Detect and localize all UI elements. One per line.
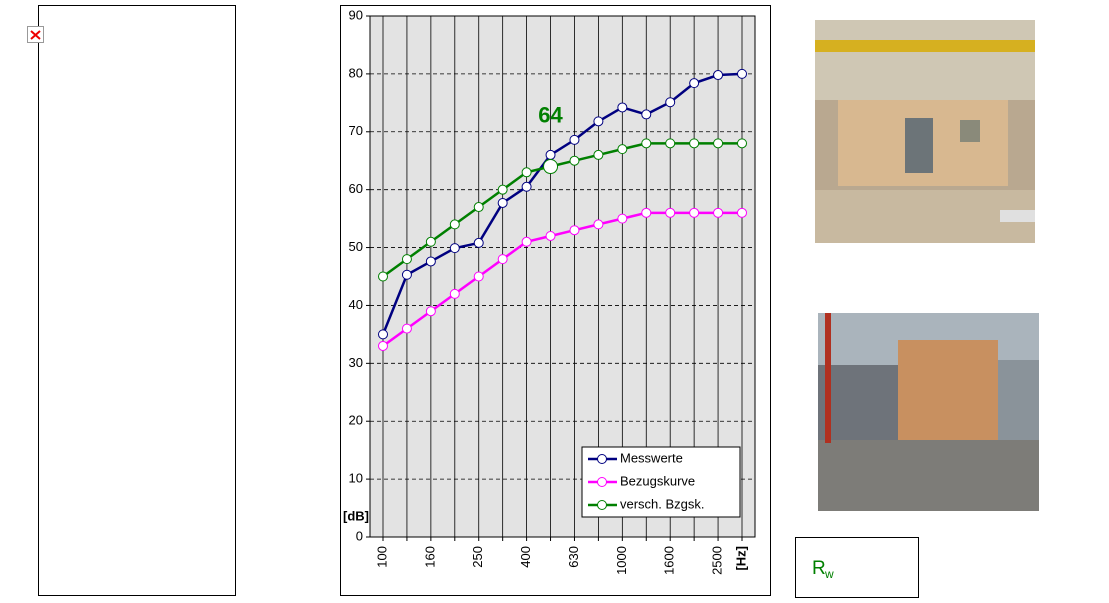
x-tick-label: 160 [422,546,437,568]
image-frame [38,5,236,596]
series-line [382,142,742,278]
point-marker [569,155,580,166]
point-marker [449,219,460,230]
x-tick-label: 1000 [614,546,629,575]
y-tick-label: 20 [349,413,363,428]
point-marker [497,197,508,208]
y-tick-label: 50 [349,239,363,254]
point-marker [593,219,604,230]
point-marker [497,184,508,195]
point-marker [617,102,628,113]
legend-marker [597,454,607,464]
y-tick-label: 30 [349,355,363,370]
x-tick-label: 250 [470,546,485,568]
point-marker [593,116,604,127]
point-marker [689,138,700,149]
point-marker [425,306,436,317]
point-marker [473,237,484,248]
legend-marker [597,477,607,487]
x-tick-label: 100 [374,546,389,568]
point-marker [665,138,676,149]
point-marker [641,138,652,149]
y-tick-label: 40 [349,297,363,312]
photo-bottom [818,313,1039,511]
point-marker [473,271,484,282]
x-tick-label: 400 [518,546,533,568]
point-marker [689,78,700,89]
x-axis-label: [Hz] [733,546,748,571]
y-tick-label: 0 [356,528,363,543]
rw-subscript: w [824,567,834,581]
y-tick-label: 80 [349,65,363,80]
point-marker [737,207,747,218]
rw-box [795,537,919,598]
point-marker [521,236,532,247]
rw-symbol: R [812,558,826,579]
point-marker [497,254,508,265]
series-line [382,211,742,347]
y-axis-label: [dB] [343,508,369,523]
point-marker [593,149,604,160]
point-marker [569,225,580,236]
point-marker [378,340,388,351]
point-marker [665,97,676,108]
point-marker [425,256,436,267]
point-marker [665,207,676,218]
legend-marker [597,500,607,510]
point-marker [473,202,484,213]
point-marker [401,323,412,334]
legend-label: Messwerte [620,450,683,465]
x-tick-label: 630 [566,546,581,568]
point-marker [545,149,556,160]
series-line [381,72,743,335]
point-marker [545,230,556,241]
photo-top [815,20,1035,243]
point-marker [378,271,388,282]
point-marker [617,213,628,224]
point-marker [425,236,436,247]
point-marker [641,207,652,218]
point-marker [713,70,724,81]
point-marker [401,254,412,265]
highlight-marker [543,159,559,175]
point-marker [737,138,747,149]
y-tick-label: 60 [349,181,363,196]
point-marker [689,207,700,218]
y-tick-label: 10 [349,471,363,486]
point-marker [713,138,724,149]
point-marker [569,134,580,145]
legend-label: Bezugskurve [620,473,695,488]
legend-label: versch. Bzgsk. [620,496,705,511]
y-tick-label: 90 [349,7,363,22]
x-tick-label: 2500 [710,546,725,575]
point-marker [378,329,388,340]
point-marker [401,269,412,280]
point-marker [617,144,628,155]
x-tick-label: 1600 [662,546,677,575]
point-marker [641,109,652,120]
point-marker [713,207,724,218]
point-marker [737,68,747,79]
y-tick-label: 70 [349,123,363,138]
point-marker [521,181,532,192]
broken-image-icon [27,26,44,43]
point-marker [449,243,460,254]
annotation: 64 [538,102,563,127]
point-marker [521,167,532,178]
point-marker [449,288,460,299]
